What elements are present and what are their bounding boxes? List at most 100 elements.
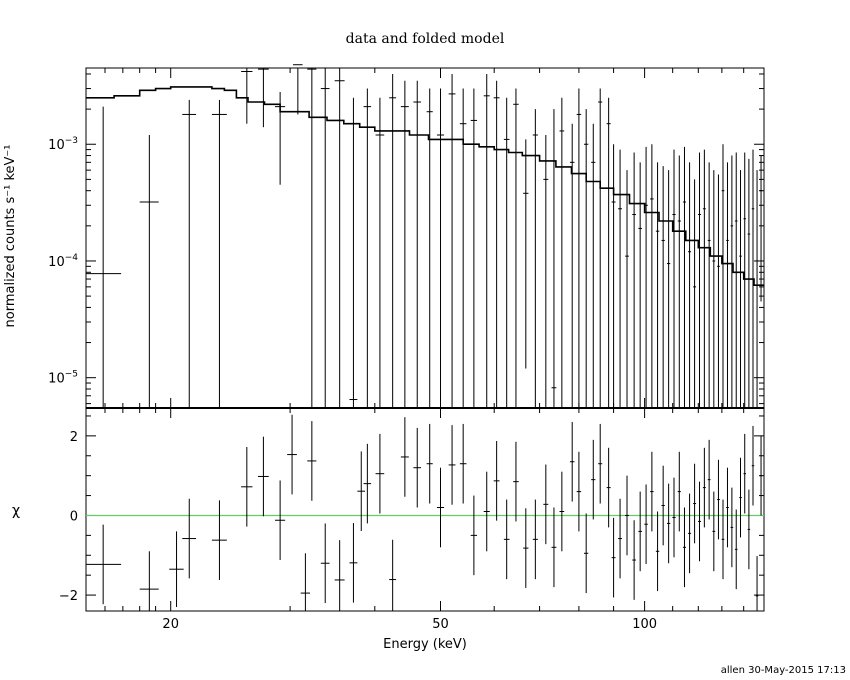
residual-point — [721, 499, 725, 580]
residual-point — [493, 441, 500, 521]
residual-point — [751, 425, 755, 506]
residual-point — [334, 540, 345, 611]
residual-point — [755, 556, 759, 611]
data-point — [523, 139, 529, 369]
data-point — [755, 170, 759, 408]
residual-point — [389, 539, 397, 611]
footer-credit: allen 30-May-2015 17:13 — [721, 665, 846, 676]
residual-point — [559, 471, 565, 552]
residual-point — [169, 531, 184, 608]
residual-point — [503, 499, 510, 580]
residual-point — [584, 513, 589, 594]
data-point — [459, 88, 467, 408]
data-point — [734, 152, 738, 408]
data-point — [730, 155, 734, 408]
y-tick-label: 10−5 — [48, 370, 78, 387]
data-point — [257, 68, 269, 128]
data-point — [241, 68, 253, 124]
data-point — [211, 99, 227, 408]
residual-point — [426, 423, 433, 504]
residual-point — [86, 524, 122, 605]
residual-point — [357, 451, 366, 531]
spectrum-panel: 10−5 10−4 10−3 — [48, 64, 765, 409]
data-point — [426, 88, 433, 408]
data-point — [682, 146, 687, 408]
data-point — [672, 149, 676, 408]
residual-point — [747, 489, 751, 570]
y-axis-label-top: normalized counts s⁻¹ keV⁻¹ — [3, 145, 18, 328]
resid-y-tick-label: 0 — [70, 509, 78, 524]
data-point — [182, 99, 197, 408]
residual-point — [483, 471, 490, 552]
data-point — [598, 88, 603, 408]
residual-point — [638, 491, 642, 572]
residual-point — [513, 441, 519, 522]
residual-point — [655, 511, 660, 592]
data-point — [650, 144, 654, 408]
x-tick-label: 20 — [162, 617, 179, 632]
residual-point — [598, 423, 603, 504]
y-tick-label: 10−3 — [48, 136, 78, 153]
data-point — [591, 123, 596, 408]
residual-point — [759, 435, 763, 516]
residual-point — [470, 495, 478, 576]
data-point — [611, 144, 616, 408]
data-point — [726, 162, 729, 408]
data-point — [363, 88, 372, 408]
data-point — [543, 135, 549, 408]
data-point — [483, 73, 490, 408]
data-point — [503, 97, 510, 408]
data-point — [293, 64, 303, 115]
residual-point — [257, 436, 269, 517]
y-tick-label: 10−4 — [48, 253, 78, 270]
residual-point — [730, 487, 734, 568]
data-point — [698, 152, 701, 408]
x-axis-label: Energy (keV) — [383, 637, 467, 652]
residual-point — [436, 467, 445, 548]
data-point — [274, 92, 286, 185]
data-point — [606, 97, 611, 408]
data-point — [320, 68, 330, 408]
residual-point — [448, 425, 456, 505]
residual-point — [532, 499, 538, 580]
resid-y-tick-label: −2 — [59, 589, 78, 604]
residual-point — [459, 423, 467, 504]
residual-point — [743, 433, 746, 514]
residual-point — [688, 493, 692, 574]
residual-point — [707, 439, 711, 520]
data-point — [717, 174, 720, 408]
residual-point — [672, 477, 676, 558]
residual-point — [274, 480, 286, 561]
data-point — [576, 88, 582, 408]
residual-point — [702, 447, 706, 528]
residual-point — [693, 463, 697, 544]
residual-point — [569, 421, 575, 502]
data-point — [470, 88, 478, 408]
data-point — [747, 158, 751, 408]
residual-point — [632, 520, 636, 600]
data-point — [375, 97, 385, 408]
residual-panel: 20 50 100 −2 0 2 — [59, 407, 765, 632]
data-point — [721, 144, 725, 408]
residual-point — [666, 483, 671, 564]
data-point — [448, 73, 456, 408]
residual-point — [734, 509, 738, 590]
data-point — [712, 170, 716, 408]
data-point — [400, 80, 409, 408]
residual-point — [523, 508, 529, 588]
data-point — [389, 73, 397, 408]
x-tick-label: 50 — [432, 617, 449, 632]
residual-point — [712, 491, 716, 572]
residual-point — [661, 465, 665, 546]
residual-point — [413, 427, 422, 508]
x-tick-label: 100 — [632, 617, 657, 632]
data-point — [307, 68, 317, 408]
data-point — [759, 155, 763, 302]
data-point — [638, 162, 642, 408]
data-point — [559, 97, 565, 408]
data-point — [349, 97, 358, 408]
residual-point — [139, 551, 159, 611]
residual-point — [182, 498, 197, 579]
residual-point — [241, 447, 253, 527]
